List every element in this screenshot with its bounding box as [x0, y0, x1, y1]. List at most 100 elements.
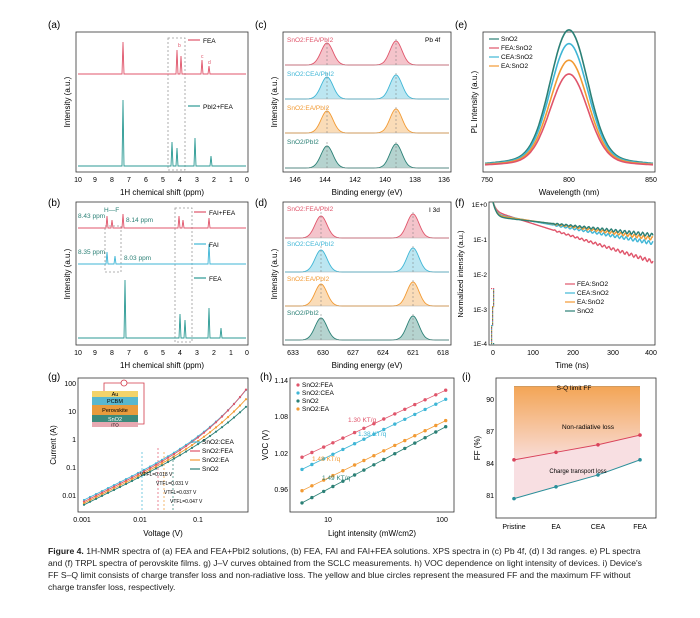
panel-f-ytick: 1E+0	[472, 202, 488, 209]
panel-h-yticks: 1.14 1.08 1.02 0.96	[274, 378, 288, 494]
panel-a-ylabel: Intensity (a.u.)	[63, 76, 72, 127]
panel-f-legend-sno2: SnO2	[577, 308, 594, 315]
xps-peak-fill	[285, 316, 449, 340]
panel-h-slope-label: 1.49 KT/q	[322, 475, 351, 482]
panel-c-legend-ea: SnO2:EA/PbI2	[287, 105, 330, 112]
voc-point	[382, 449, 386, 453]
panel-g-curves	[82, 388, 248, 506]
panel-g-sclc: (g) Current (A) 100 10 1 0.1 0.01 Au PCB…	[48, 372, 249, 538]
panel-g-ytick: 1	[72, 437, 76, 444]
panel-i-label-sq: S-Q limit FF	[557, 385, 592, 392]
panel-a-xtick: 3	[195, 177, 199, 184]
panel-e-legend-ea: EA:SnO2	[501, 63, 528, 70]
device-layer-pcbm	[92, 397, 138, 405]
trpl-noise-point	[491, 342, 493, 344]
voc-point	[310, 484, 314, 488]
panel-i-ytick: 90	[486, 397, 494, 404]
pl-curve	[484, 28, 654, 165]
panel-a-xlabel: 1H chemical shift (ppm)	[120, 188, 204, 197]
panel-e-legend-sno2: SnO2	[501, 36, 518, 43]
panel-f-xtick: 100	[527, 350, 539, 357]
trpl-noise-point	[491, 329, 493, 331]
voc-point	[423, 436, 427, 440]
panel-g-legend-sno2: SnO2	[202, 466, 219, 473]
panel-b-nmr: (b) Intensity (a.u.) H—F 8.43 ppm 8.14 p…	[48, 198, 249, 370]
panel-e-xlabel: Wavelength (nm)	[539, 188, 600, 197]
panel-d-legend-ea: SnO2:EA/PbI2	[287, 276, 330, 283]
trpl-noise-point	[493, 303, 495, 305]
ff-transport-area	[514, 435, 640, 499]
panel-d-legend-fea: SnO2:FEA/PbI2	[287, 206, 334, 213]
trpl-noise-point	[492, 319, 494, 321]
voc-point	[362, 437, 366, 441]
voc-point	[331, 484, 335, 489]
trpl-noise-point	[493, 297, 495, 299]
panel-d-xtick: 627	[347, 350, 359, 357]
panel-f-xtick: 200	[567, 350, 579, 357]
trpl-noise-point	[491, 327, 493, 329]
xps-peak-fill	[285, 248, 449, 272]
panel-g-xticks: 0.001 0.01 0.1	[73, 517, 203, 524]
trpl-noise-point	[493, 292, 495, 294]
panel-b-legend-fea: FEA	[209, 276, 222, 283]
panel-d-legend-sno2: SnO2/PbI2	[287, 310, 319, 317]
panel-h-legend-cea: SnO2:CEA	[302, 390, 334, 397]
voc-point	[341, 436, 345, 440]
panel-c-xtick: 144	[319, 177, 331, 184]
voc-point	[352, 442, 357, 446]
panel-f-ytick: 1E-2	[473, 272, 487, 279]
panel-e-xtick: 800	[563, 177, 575, 184]
voc-point	[362, 468, 366, 472]
ff-max-point	[596, 442, 600, 447]
panel-c-xtick: 138	[409, 177, 421, 184]
pl-curve	[484, 59, 654, 166]
trpl-noise-point	[491, 328, 493, 330]
panel-i-ytick: 84	[486, 461, 494, 468]
panel-c-legend-cea: SnO2:CEA/PbI2	[287, 71, 334, 78]
panel-e-letter: (e)	[455, 20, 467, 31]
voc-point	[372, 454, 376, 458]
trpl-noise-point	[492, 306, 494, 308]
panel-b-spectrum-fai	[78, 243, 246, 265]
panel-f-xticks: 0 100 200 300 400	[491, 350, 657, 357]
trpl-noise-point	[491, 340, 493, 342]
panel-e-curves	[484, 28, 654, 166]
panel-g-ytick: 0.1	[66, 465, 76, 472]
panel-g-xtick: 0.001	[73, 517, 91, 524]
trpl-noise-point	[493, 299, 495, 301]
voc-point	[331, 473, 335, 478]
device-layer-ito	[92, 422, 138, 427]
panel-e-pl: (e) PL Intensity (a.u.) SnO2 FEA:SnO2 CE…	[455, 20, 657, 197]
voc-point	[341, 469, 345, 473]
panel-d-xps-i3d: (d) Intensity (a.u.) I 3d SnO2:FEA/PbI2 …	[255, 198, 452, 370]
panel-h-slope-label: 1.38 KT/q	[358, 431, 387, 438]
panel-h-slope-label: 1.48 KT/q	[312, 456, 341, 463]
panel-f-legend-fea: FEA:SnO2	[577, 281, 608, 288]
panel-b-xtick: 2	[212, 350, 216, 357]
panel-i-chart	[512, 386, 642, 501]
panel-h-xlabel: Light intensity (mW/cm2)	[328, 529, 416, 538]
voc-point	[362, 458, 366, 463]
panel-f-trpl: (f) Normalized intensity (a.u.) 1E+0 1E-…	[455, 198, 657, 370]
voc-point	[413, 402, 417, 407]
sclc-curve	[83, 406, 247, 506]
trpl-noise-point	[491, 330, 493, 332]
panel-g-legend-ea: SnO2:EA	[202, 457, 230, 464]
panel-g-xtick: 0.1	[193, 517, 203, 524]
panel-b-xticks: 10 9 8 7 6 5 4 3 2 1 0	[74, 350, 249, 357]
voc-point	[413, 412, 417, 417]
panel-d-xlabel: Binding energy (eV)	[332, 361, 403, 370]
panel-b-xtick: 0	[245, 350, 249, 357]
panel-b-xtick: 1	[229, 350, 233, 357]
device-layer-au	[92, 391, 138, 397]
voc-point	[300, 501, 304, 505]
trpl-noise-point	[491, 335, 493, 337]
device-layer-perovskite	[92, 405, 138, 415]
sclc-curve	[83, 389, 247, 503]
trpl-noise-point	[492, 315, 494, 317]
panel-i-label-nonrad: Non-radiative loss	[562, 424, 615, 431]
panel-a-xticks: 10 9 8 7 6 5 4 3 2 1 0	[74, 177, 249, 184]
panel-h-ytick: 1.02	[274, 451, 288, 458]
trpl-noise-point	[492, 307, 494, 309]
trpl-noise-point	[492, 322, 494, 324]
